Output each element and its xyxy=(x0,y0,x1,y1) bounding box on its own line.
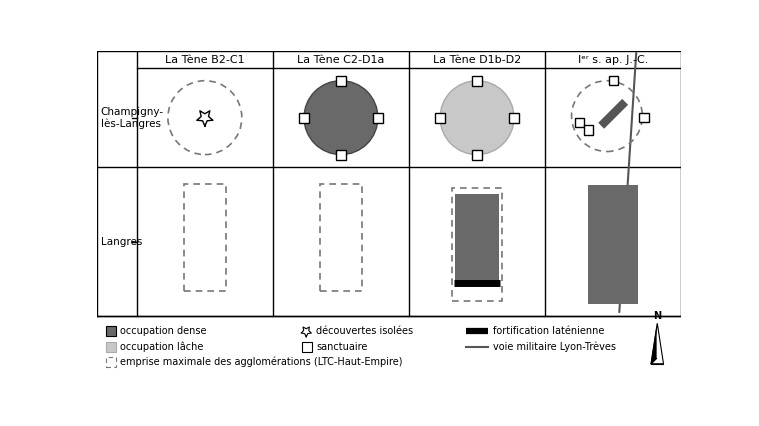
Text: voie militaire Lyon-Trèves: voie militaire Lyon-Trèves xyxy=(493,342,616,352)
Text: N: N xyxy=(653,311,661,321)
Text: Champigny-
lès-Langres: Champigny- lès-Langres xyxy=(101,106,164,129)
Text: occupation lâche: occupation lâche xyxy=(120,342,203,352)
Bar xyxy=(106,342,116,352)
Bar xyxy=(373,112,383,123)
Bar xyxy=(588,185,638,304)
Text: occupation dense: occupation dense xyxy=(120,326,206,337)
Text: La Tène C2-D1a: La Tène C2-D1a xyxy=(298,55,385,65)
Polygon shape xyxy=(651,324,657,364)
Text: Langres: Langres xyxy=(101,236,142,247)
Text: emprise maximale des agglomérations (LTC-Haut-Empire): emprise maximale des agglomérations (LTC… xyxy=(120,357,402,368)
Ellipse shape xyxy=(440,81,514,155)
Text: fortification laténienne: fortification laténienne xyxy=(493,326,604,337)
Text: La Tène D1b-D2: La Tène D1b-D2 xyxy=(433,55,521,65)
Bar xyxy=(336,76,346,86)
Bar xyxy=(455,194,499,283)
Bar xyxy=(472,76,482,86)
Bar xyxy=(639,113,649,122)
Bar xyxy=(435,112,445,123)
Bar xyxy=(320,184,362,291)
Text: La Tène B2-C1: La Tène B2-C1 xyxy=(165,55,244,65)
Bar xyxy=(584,125,593,135)
Bar xyxy=(336,150,346,160)
Bar xyxy=(184,184,226,291)
Polygon shape xyxy=(657,324,663,364)
Bar xyxy=(137,51,682,316)
Bar xyxy=(106,357,116,367)
Bar xyxy=(575,118,584,127)
Bar xyxy=(609,76,618,85)
Ellipse shape xyxy=(304,81,378,155)
Bar xyxy=(299,112,309,123)
Bar xyxy=(472,150,482,160)
Text: Iᵉʳ s. ap. J.-C.: Iᵉʳ s. ap. J.-C. xyxy=(578,55,648,65)
Bar xyxy=(301,342,312,352)
Bar xyxy=(106,326,116,337)
Text: sanctuaire: sanctuaire xyxy=(317,342,367,352)
Bar xyxy=(509,112,519,123)
Text: découvertes isolées: découvertes isolées xyxy=(317,326,414,337)
Bar xyxy=(452,188,502,301)
